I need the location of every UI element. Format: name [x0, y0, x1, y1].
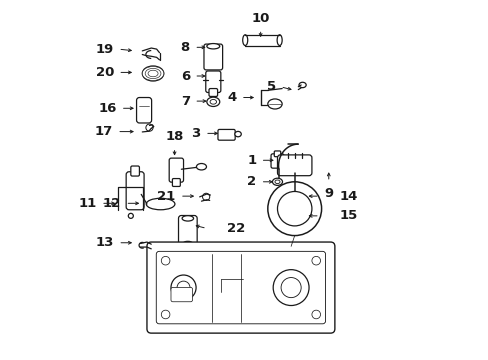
Ellipse shape — [210, 99, 216, 104]
Circle shape — [177, 281, 190, 294]
Circle shape — [277, 192, 311, 226]
Text: 14: 14 — [339, 190, 357, 203]
Text: 15: 15 — [339, 210, 357, 222]
Ellipse shape — [298, 82, 305, 87]
Text: 7: 7 — [181, 95, 190, 108]
Ellipse shape — [206, 44, 219, 49]
FancyBboxPatch shape — [203, 44, 222, 70]
Circle shape — [273, 270, 308, 306]
Circle shape — [128, 213, 133, 219]
Ellipse shape — [146, 198, 175, 210]
Text: 6: 6 — [181, 69, 190, 82]
Text: 8: 8 — [181, 41, 190, 54]
FancyBboxPatch shape — [277, 155, 311, 176]
Text: 3: 3 — [191, 127, 201, 140]
Text: 10: 10 — [251, 12, 269, 25]
Ellipse shape — [206, 97, 219, 107]
Circle shape — [281, 278, 301, 298]
FancyBboxPatch shape — [126, 172, 144, 210]
FancyBboxPatch shape — [156, 251, 325, 324]
Text: 4: 4 — [227, 91, 236, 104]
Ellipse shape — [145, 68, 160, 78]
Text: 2: 2 — [247, 175, 256, 188]
FancyBboxPatch shape — [171, 287, 192, 302]
Text: 9: 9 — [324, 187, 333, 200]
FancyBboxPatch shape — [131, 166, 139, 176]
FancyBboxPatch shape — [205, 71, 221, 93]
Circle shape — [161, 256, 169, 265]
Circle shape — [171, 275, 196, 300]
Circle shape — [311, 256, 320, 265]
FancyBboxPatch shape — [136, 98, 151, 123]
FancyBboxPatch shape — [178, 216, 197, 246]
Text: 5: 5 — [266, 80, 276, 93]
Ellipse shape — [234, 131, 241, 137]
Ellipse shape — [242, 35, 247, 45]
Ellipse shape — [277, 35, 282, 45]
FancyBboxPatch shape — [147, 242, 334, 333]
Ellipse shape — [183, 241, 192, 246]
Ellipse shape — [142, 66, 163, 81]
Text: 17: 17 — [95, 125, 113, 138]
Ellipse shape — [148, 70, 158, 77]
Circle shape — [311, 310, 320, 319]
FancyBboxPatch shape — [218, 130, 235, 140]
Circle shape — [145, 124, 153, 131]
Circle shape — [161, 310, 169, 319]
Text: 13: 13 — [95, 236, 114, 249]
Circle shape — [202, 193, 209, 201]
Text: 20: 20 — [95, 66, 114, 79]
Ellipse shape — [274, 180, 280, 184]
Text: 21: 21 — [157, 190, 175, 203]
Text: 22: 22 — [226, 222, 244, 235]
Circle shape — [267, 182, 321, 235]
Ellipse shape — [142, 67, 163, 81]
FancyBboxPatch shape — [172, 179, 180, 186]
Text: 18: 18 — [165, 130, 183, 143]
Ellipse shape — [182, 216, 193, 221]
FancyBboxPatch shape — [208, 89, 217, 96]
Ellipse shape — [145, 68, 161, 78]
Ellipse shape — [196, 163, 206, 170]
Ellipse shape — [272, 178, 282, 185]
FancyBboxPatch shape — [274, 151, 280, 157]
Ellipse shape — [267, 99, 282, 109]
FancyBboxPatch shape — [169, 158, 183, 182]
Text: 1: 1 — [247, 154, 256, 167]
Text: 12: 12 — [102, 197, 121, 210]
Text: 11: 11 — [79, 197, 97, 210]
Text: 19: 19 — [96, 42, 114, 55]
Text: 16: 16 — [98, 102, 116, 115]
FancyBboxPatch shape — [270, 154, 284, 168]
